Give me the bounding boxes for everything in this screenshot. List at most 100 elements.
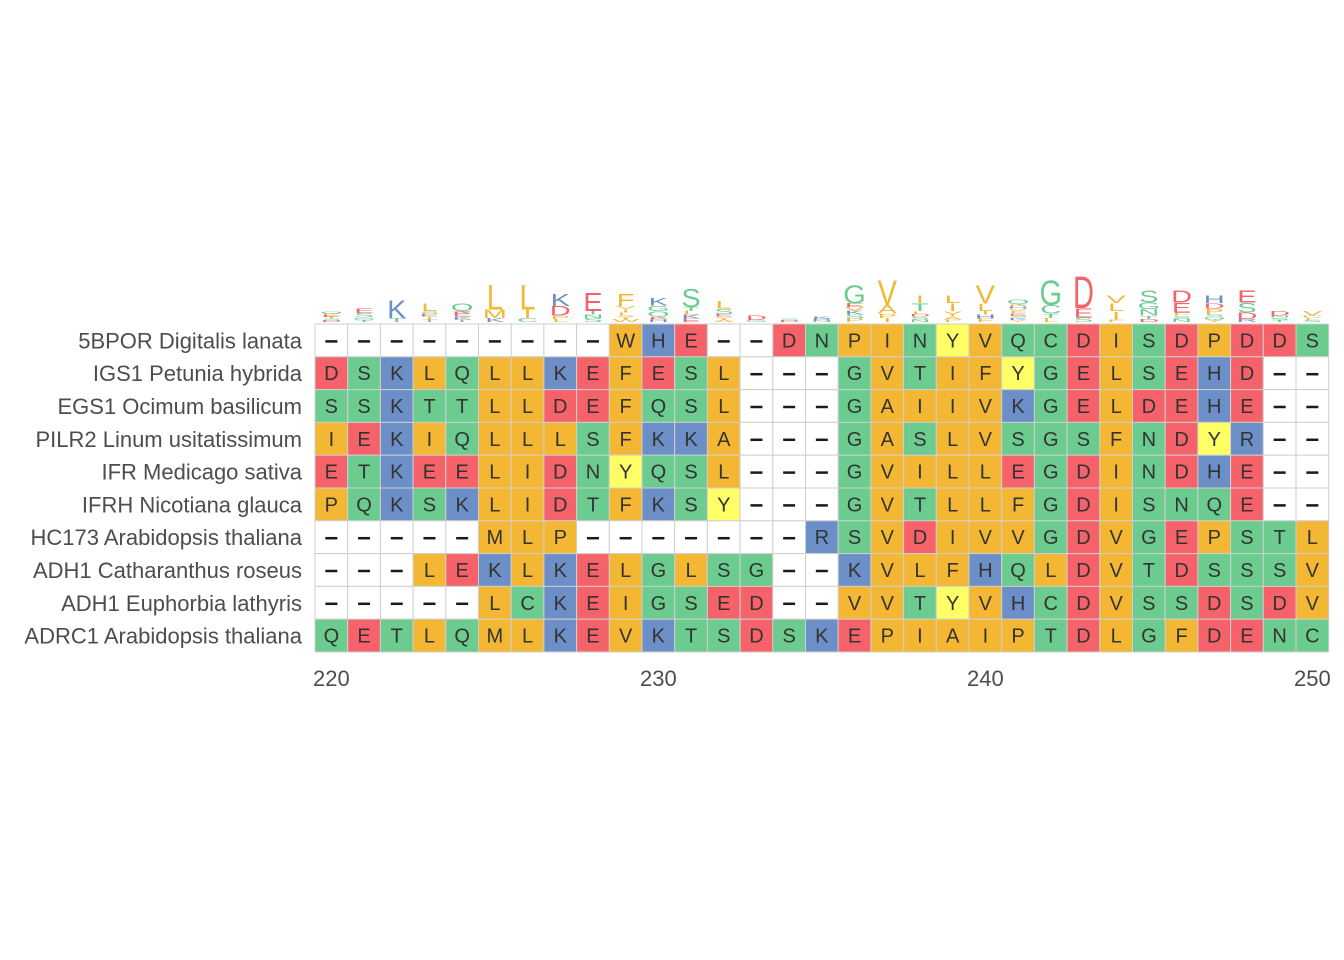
residue-cell xyxy=(347,389,381,423)
residue-letter: L xyxy=(620,560,631,582)
residue-cell xyxy=(379,618,414,653)
logo-letter: E xyxy=(322,315,341,318)
logo-letter: E xyxy=(583,287,602,316)
logo-letter: S xyxy=(1303,319,1322,322)
residue-cell xyxy=(837,487,872,522)
logo-letter: F xyxy=(1009,310,1027,313)
logo-letter: S xyxy=(910,316,929,320)
residue-letter: E xyxy=(325,462,338,484)
residue-cell xyxy=(968,553,1003,587)
residue-letter: L xyxy=(1111,363,1122,385)
residue-cell xyxy=(935,323,970,358)
residue-letter: G xyxy=(847,429,863,451)
residue-cell xyxy=(478,454,512,489)
logo-letter: E xyxy=(1172,300,1191,315)
residue-letter: L xyxy=(718,396,729,418)
axis-tick-label: 250 xyxy=(1294,666,1331,691)
residue-letter: D xyxy=(749,626,763,648)
logo-letter: L xyxy=(552,318,568,323)
logo-letter: G xyxy=(745,319,768,322)
logo-letter: D xyxy=(1236,311,1257,321)
residue-letter: L xyxy=(980,462,991,484)
residue-cell xyxy=(1164,585,1199,620)
residue-letter: H xyxy=(1207,363,1221,385)
residue-letter: Q xyxy=(454,626,470,648)
residue-letter: C xyxy=(1044,330,1058,352)
residue-letter: S xyxy=(1208,560,1221,582)
logo-column: TK xyxy=(387,295,407,324)
residue-letter: E xyxy=(1175,527,1188,549)
logo-letter: S xyxy=(583,318,602,324)
logo-letter: T xyxy=(421,319,439,323)
residue-cell xyxy=(576,618,610,653)
residue-letter: I xyxy=(917,396,923,418)
residue-letter: T xyxy=(685,626,697,648)
residue-cell xyxy=(870,618,905,653)
axis-tick-label: 230 xyxy=(640,666,677,691)
residue-letter: I xyxy=(950,363,956,385)
residue-letter: K xyxy=(554,560,568,582)
residue-letter: I xyxy=(329,429,335,451)
residue-letter: D xyxy=(749,593,763,615)
logo-letter: V xyxy=(1106,292,1126,305)
residue-cell xyxy=(903,356,937,391)
residue-cell xyxy=(1295,323,1330,358)
logo-letter: K xyxy=(845,310,864,316)
logo-letter: N xyxy=(811,320,832,323)
residue-letter: I xyxy=(1113,462,1119,484)
residue-letter: E xyxy=(1011,462,1024,484)
residue-letter: G xyxy=(847,494,863,516)
residue-cell xyxy=(1132,520,1166,555)
residue-letter: L xyxy=(489,494,500,516)
logo-letter: D xyxy=(1171,287,1192,307)
logo-letter: D xyxy=(1138,318,1159,323)
sequence-label: EGS1 Ocimum basilicum xyxy=(57,394,302,419)
residue-cell xyxy=(1099,487,1134,522)
residue-cell xyxy=(347,454,381,489)
logo-column: NRK xyxy=(811,316,832,322)
logo-letter: Q xyxy=(320,311,343,314)
residue-letter: E xyxy=(586,626,599,648)
residue-letter: D xyxy=(1076,626,1090,648)
residue-letter: S xyxy=(325,396,338,418)
logo-letter: V xyxy=(616,305,636,310)
residue-letter: D xyxy=(913,527,927,549)
residue-letter: L xyxy=(914,560,925,582)
residue-cell xyxy=(608,323,643,358)
residue-cell xyxy=(1001,618,1035,653)
residue-letter: V xyxy=(1306,560,1320,582)
residue-cell xyxy=(478,356,512,391)
residue-cell xyxy=(739,585,774,620)
residue-letter: M xyxy=(487,626,504,648)
residue-letter: V xyxy=(881,527,895,549)
residue-letter: L xyxy=(424,560,435,582)
residue-letter: D xyxy=(1207,626,1221,648)
residue-letter: E xyxy=(1240,626,1253,648)
residue-cell xyxy=(1033,553,1068,587)
logo-letter: N xyxy=(909,319,930,323)
logo-letter: V xyxy=(878,273,898,312)
residue-letter: S xyxy=(357,363,370,385)
residue-letter: N xyxy=(1272,626,1286,648)
logo-letter: P xyxy=(878,313,897,319)
residue-letter: S xyxy=(1142,330,1155,352)
logo-letter: Q xyxy=(1203,316,1226,320)
residue-cell xyxy=(870,553,905,587)
residue-cell xyxy=(1230,487,1264,522)
residue-letter: E xyxy=(1240,462,1253,484)
residue-cell xyxy=(1033,487,1068,522)
residue-letter: T xyxy=(391,626,403,648)
residue-letter: M xyxy=(487,527,504,549)
residue-cell xyxy=(641,553,676,587)
residue-letter: D xyxy=(1076,593,1090,615)
logo-letter: K xyxy=(387,295,407,324)
residue-letter: T xyxy=(914,593,926,615)
residue-letter: A xyxy=(717,429,731,451)
logo-letter: V xyxy=(976,280,996,309)
